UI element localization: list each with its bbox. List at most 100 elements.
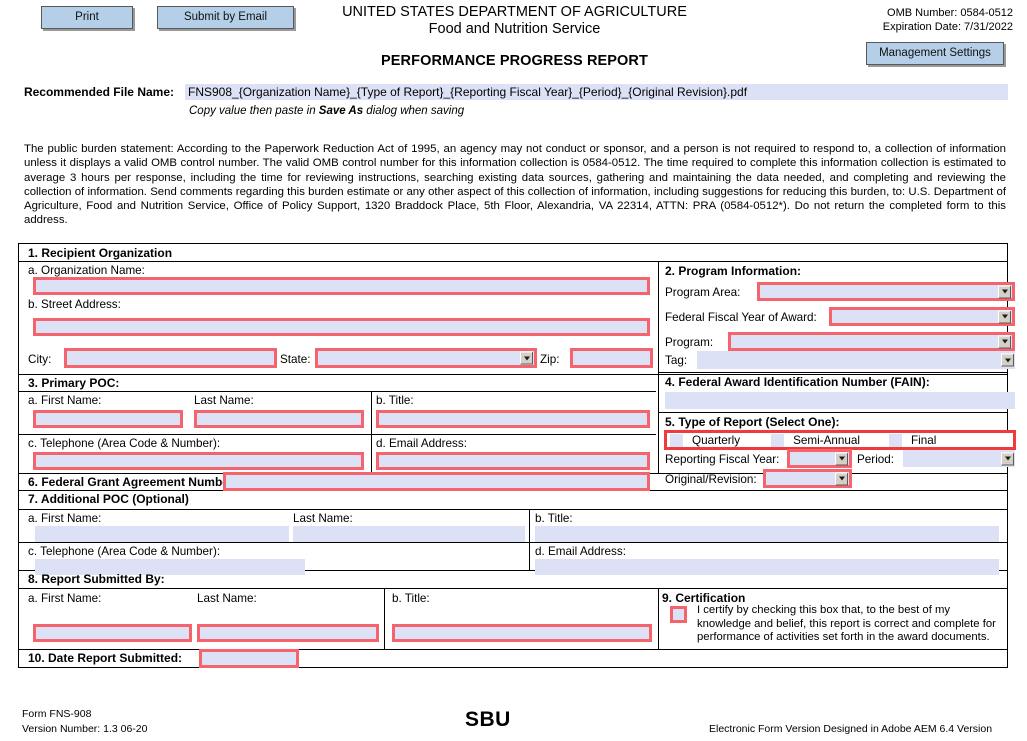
city-label: City: <box>28 353 52 366</box>
chevron-down-icon[interactable] <box>835 472 848 485</box>
section-4-heading: 4. Federal Award Identification Number (… <box>665 375 930 389</box>
section-1-heading: 1. Recipient Organization <box>28 246 173 260</box>
program-area-field[interactable] <box>757 282 1015 301</box>
primary-poc-email-field[interactable] <box>376 452 650 470</box>
type-of-report-label-final: Final <box>911 433 937 447</box>
primary-poc-email-label: d. Email Address: <box>376 437 467 450</box>
city-field[interactable] <box>64 348 277 368</box>
city-value[interactable] <box>67 351 274 365</box>
state-value[interactable] <box>318 351 534 365</box>
checkbox-final[interactable] <box>889 433 902 447</box>
submitted-by-last-name-field[interactable] <box>197 624 379 642</box>
program-field[interactable] <box>728 332 1015 351</box>
additional-poc-last-name-field[interactable] <box>293 526 525 542</box>
submitted-by-first-name-value[interactable] <box>36 627 189 639</box>
type-of-report-option-final[interactable]: Final <box>889 433 937 447</box>
footer-form-number: Form FNS-908 <box>22 708 92 720</box>
chevron-down-icon[interactable] <box>1001 353 1014 367</box>
divider <box>658 261 659 473</box>
divider <box>19 434 656 435</box>
federal-fiscal-year-of-award-label: Federal Fiscal Year of Award: <box>665 311 817 324</box>
federal-grant-agreement-number-field[interactable] <box>223 472 650 491</box>
program-value[interactable] <box>731 335 1012 348</box>
print-button[interactable]: Print <box>41 6 133 29</box>
divider <box>19 542 1007 543</box>
primary-poc-email-value[interactable] <box>379 455 647 467</box>
section-8-heading: 8. Report Submitted By: <box>28 572 165 586</box>
chevron-down-icon[interactable] <box>998 335 1011 348</box>
zip-field[interactable] <box>570 348 653 368</box>
divider <box>658 412 1007 413</box>
submitted-by-title-field[interactable] <box>392 624 652 642</box>
hint-text-after: dialog when saving <box>363 105 465 117</box>
primary-poc-title-value[interactable] <box>379 413 647 425</box>
section-9-heading: 9. Certification <box>662 591 746 605</box>
submitted-by-title-value[interactable] <box>395 627 649 639</box>
street-address-value[interactable] <box>36 321 647 333</box>
additional-poc-email-field[interactable] <box>535 559 999 575</box>
primary-poc-first-name-value[interactable] <box>36 413 180 425</box>
chevron-down-icon[interactable] <box>835 452 848 465</box>
additional-poc-first-name-field[interactable] <box>35 526 289 542</box>
omb-expiration-date: Expiration Date: 7/31/2022 <box>882 21 1013 33</box>
management-settings-button[interactable]: Management Settings <box>866 42 1004 65</box>
street-address-label: b. Street Address: <box>28 298 121 311</box>
chevron-down-icon[interactable] <box>520 351 533 365</box>
checkbox-quarterly[interactable] <box>670 433 683 447</box>
submitted-by-title-label: b. Title: <box>392 592 430 605</box>
checkbox-semi-annual[interactable] <box>771 433 785 447</box>
primary-poc-last-name-field[interactable] <box>194 410 364 428</box>
federal-fiscal-year-of-award-field[interactable] <box>829 307 1015 326</box>
federal-fiscal-year-of-award-value[interactable] <box>832 310 1012 323</box>
reporting-fiscal-year-value[interactable] <box>790 452 849 465</box>
checkbox-certification[interactable] <box>670 606 687 623</box>
organization-name-value[interactable] <box>36 280 647 292</box>
additional-poc-last-name-label: Last Name: <box>293 512 353 525</box>
submitted-by-first-name-field[interactable] <box>33 624 192 642</box>
certification-text: I certify by checking this box that, to … <box>697 604 996 644</box>
agency-name-line-1: UNITED STATES DEPARTMENT OF AGRICULTURE <box>342 4 687 20</box>
chevron-down-icon[interactable] <box>998 310 1011 323</box>
original-revision-value[interactable] <box>766 472 849 485</box>
hint-text-bold: Save As <box>318 105 364 117</box>
program-label: Program: <box>665 336 714 349</box>
zip-value[interactable] <box>573 351 650 365</box>
original-revision-field[interactable] <box>763 469 852 488</box>
type-of-report-option-semi-annual[interactable]: Semi-Annual <box>771 433 860 447</box>
section-6-heading: 6. Federal Grant Agreement Number: <box>28 475 238 489</box>
primary-poc-first-name-field[interactable] <box>33 410 183 428</box>
section-10-heading: 10. Date Report Submitted: <box>28 651 183 665</box>
state-field[interactable] <box>315 348 537 368</box>
organization-name-field[interactable] <box>33 277 650 295</box>
additional-poc-telephone-field[interactable] <box>35 559 305 575</box>
footer-version-number: Version Number: 1.3 06-20 <box>22 723 148 735</box>
additional-poc-title-field[interactable] <box>535 526 999 542</box>
primary-poc-telephone-value[interactable] <box>36 455 361 467</box>
additional-poc-title-label: b. Title: <box>535 512 573 525</box>
recommended-file-name-value[interactable]: FNS908_{Organization Name}_{Type of Repo… <box>185 84 1008 100</box>
period-field[interactable] <box>903 450 1015 467</box>
chevron-down-icon[interactable] <box>1001 452 1014 465</box>
divider <box>384 588 385 649</box>
divider <box>19 570 1007 571</box>
date-report-submitted-field[interactable] <box>199 649 299 668</box>
fain-field[interactable] <box>665 392 1015 409</box>
reporting-fiscal-year-field[interactable] <box>787 449 852 468</box>
submitted-by-last-name-value[interactable] <box>200 627 376 639</box>
divider <box>371 391 372 473</box>
submit-by-email-button[interactable]: Submit by Email <box>157 6 294 29</box>
divider <box>19 374 1007 375</box>
street-address-field[interactable] <box>33 318 650 336</box>
primary-poc-telephone-field[interactable] <box>33 452 364 470</box>
agency-name-line-2: Food and Nutrition Service <box>428 21 601 37</box>
primary-poc-title-field[interactable] <box>376 410 650 428</box>
original-revision-label: Original/Revision: <box>665 473 757 486</box>
primary-poc-last-name-value[interactable] <box>197 413 361 425</box>
date-report-submitted-value[interactable] <box>202 652 296 665</box>
federal-grant-agreement-number-value[interactable] <box>226 475 647 488</box>
section-5-heading: 5. Type of Report (Select One): <box>665 415 840 429</box>
chevron-down-icon[interactable] <box>998 285 1011 298</box>
type-of-report-option-quarterly[interactable]: Quarterly <box>670 433 740 447</box>
tag-field[interactable] <box>697 351 1015 369</box>
program-area-value[interactable] <box>760 285 1012 298</box>
